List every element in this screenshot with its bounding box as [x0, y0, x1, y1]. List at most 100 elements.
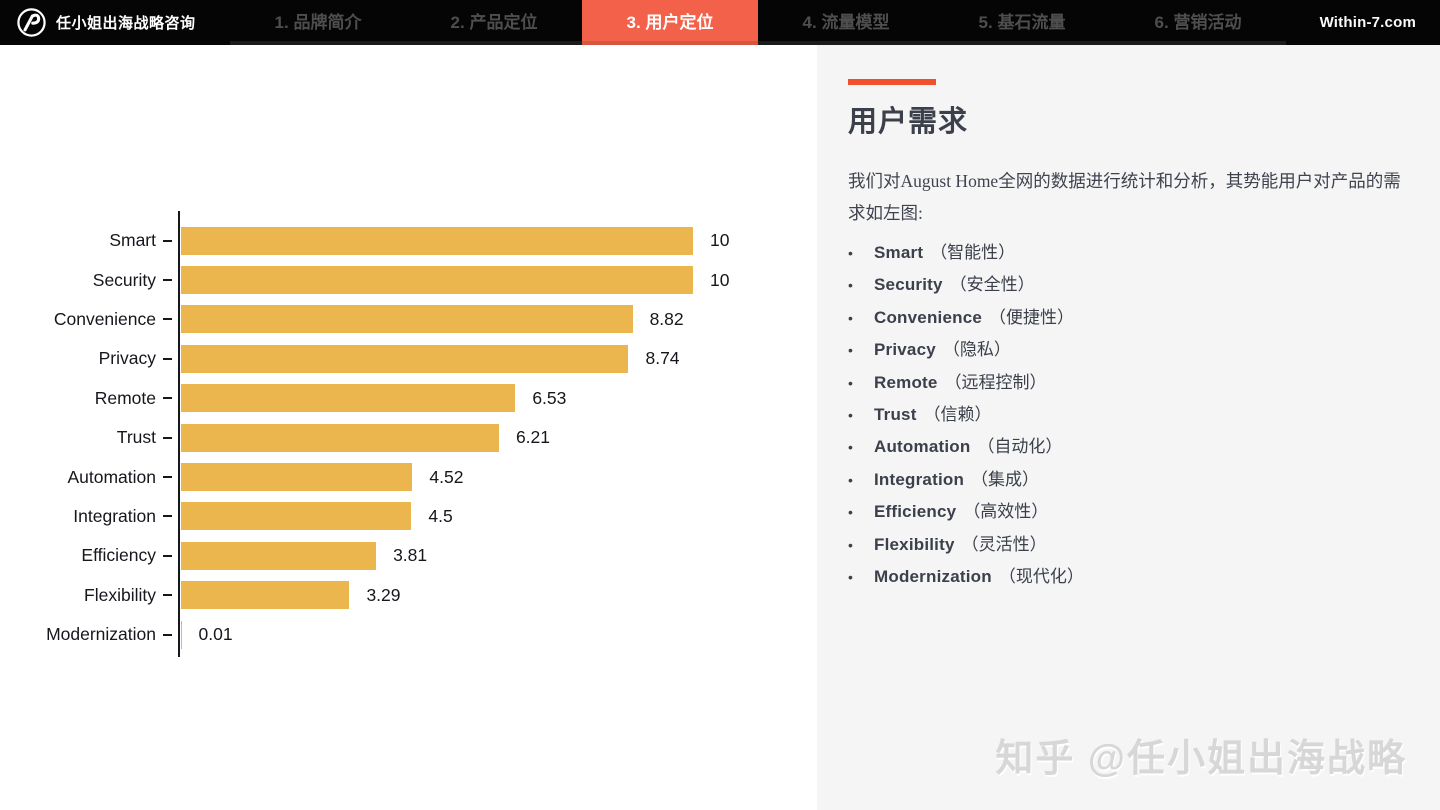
axis-tick	[163, 515, 172, 518]
need-term: Smart	[874, 243, 924, 262]
need-term: Trust	[874, 404, 917, 424]
axis-tick	[163, 318, 172, 321]
info-panel: 用户需求 我们对August Home全网的数据进行统计和分析，其势能用户对产品…	[817, 45, 1440, 810]
chart-bar	[181, 620, 182, 649]
axis-tick	[163, 554, 172, 557]
chart-category-label: Flexibility	[84, 584, 156, 605]
chart-y-axis	[178, 211, 180, 657]
chart-row: Efficiency 3.81	[0, 536, 817, 575]
chart-row: Remote 6.53	[0, 379, 817, 418]
chart-value-label: 3.29	[366, 584, 401, 605]
axis-tick	[163, 633, 172, 636]
bullet-icon: •	[848, 245, 853, 261]
chart-value-label: 8.82	[649, 308, 684, 329]
need-term: Efficiency	[874, 502, 957, 522]
chart-bar	[181, 305, 633, 334]
slide-body: Smart 10 Security 10 Convenience 8.82 Privacy 8…	[0, 45, 1440, 810]
bullet-icon: •	[848, 406, 853, 423]
panel-intro: 我们对August Home全网的数据进行统计和分析，其势能用户对产品的需求如左…	[848, 171, 1401, 223]
chart-category-label: Integration	[73, 505, 156, 526]
chart-category-label: Modernization	[46, 624, 156, 645]
axis-tick	[163, 239, 172, 242]
axis-tick	[163, 397, 172, 400]
axis-tick	[163, 279, 172, 282]
user-needs-bar-chart: Smart 10 Security 10 Convenience 8.82 Privacy 8…	[0, 211, 817, 657]
need-item: • Flexibility （灵活性）	[848, 530, 1416, 562]
need-annotation: （隐私）	[942, 340, 1011, 360]
need-term: Security	[874, 275, 943, 295]
chart-bar	[181, 384, 516, 413]
chart-value-label: 3.81	[393, 545, 428, 566]
bullet-icon: •	[848, 536, 853, 553]
chart-category-label: Convenience	[53, 308, 156, 329]
bullet-icon: •	[848, 309, 853, 326]
need-annotation: （安全性）	[949, 275, 1035, 295]
need-item: • Automation （自动化）	[848, 432, 1416, 464]
nav-tabs: 1. 品牌简介 2. 产品定位 3. 用户定位 4. 流量模型 5. 基石流量 6. 营销…	[230, 0, 1286, 45]
bullet-icon: •	[848, 568, 853, 585]
needs-list: • Smart （智能性） • Security （安全性） • Convenience （便捷…	[848, 238, 1416, 594]
need-annotation: （便捷性）	[989, 307, 1075, 327]
nav-tab-4[interactable]: 4. 流量模型	[802, 13, 890, 32]
chart-bar	[181, 541, 377, 570]
chart-bar	[181, 226, 693, 255]
need-term: Remote	[874, 372, 938, 392]
chart-row: Automation 4.52	[0, 457, 817, 496]
need-item: • Privacy （隐私）	[848, 335, 1416, 367]
chart-row: Convenience 8.82	[0, 300, 817, 339]
nav-tab-2[interactable]: 2. 产品定位	[450, 13, 538, 32]
nav-tab-3[interactable]: 3. 用户定位	[582, 0, 758, 45]
chart-category-label: Automation	[67, 466, 156, 487]
chart-bar	[181, 266, 693, 295]
chart-row: Security 10	[0, 260, 817, 299]
axis-tick	[163, 436, 172, 439]
need-annotation: （自动化）	[977, 437, 1063, 457]
need-item: • Efficiency （高效性）	[848, 497, 1416, 529]
need-term: Convenience	[874, 307, 983, 327]
chart-category-label: Privacy	[98, 348, 156, 369]
need-annotation: （集成）	[971, 469, 1040, 489]
top-navbar: 任小姐出海战略咨询 1. 品牌简介 2. 产品定位 3. 用户定位 4. 流量模型 5.…	[0, 0, 1440, 45]
chart-category-label: Security	[92, 269, 156, 290]
chart-value-label: 6.21	[515, 427, 550, 448]
need-annotation: （高效性）	[963, 502, 1049, 522]
need-item: • Trust （信赖）	[848, 400, 1416, 432]
chart-value-label: 4.52	[429, 466, 464, 487]
chart-row: Privacy 8.74	[0, 339, 817, 378]
bullet-icon: •	[848, 277, 853, 294]
chart-category-label: Smart	[109, 230, 156, 251]
chart-bar	[181, 423, 499, 452]
chart-bar	[181, 344, 629, 373]
need-item: • Remote （远程控制）	[848, 368, 1416, 400]
need-annotation: （现代化）	[998, 566, 1084, 586]
need-term: Automation	[874, 437, 971, 457]
bullet-icon: •	[848, 504, 853, 521]
accent-bar	[848, 79, 936, 85]
need-item: • Modernization （现代化）	[848, 562, 1416, 594]
chart-row: Integration 4.5	[0, 497, 817, 536]
nav-tab-6[interactable]: 6. 营销活动	[1154, 13, 1242, 32]
chart-bar	[181, 463, 413, 492]
need-item: • Smart （智能性）	[848, 238, 1416, 270]
chart-row: Flexibility 3.29	[0, 576, 817, 615]
need-annotation: （智能性）	[930, 243, 1016, 262]
chart-row: Modernization 0.01	[0, 615, 817, 654]
nav-tab-1[interactable]: 1. 品牌简介	[274, 13, 362, 32]
bullet-icon: •	[848, 439, 853, 456]
axis-tick	[163, 476, 172, 479]
brand: 任小姐出海战略咨询	[0, 7, 230, 38]
need-term: Integration	[874, 469, 965, 489]
chart-value-label: 10	[710, 269, 730, 290]
nav-tab-5[interactable]: 5. 基石流量	[978, 13, 1066, 32]
need-term: Modernization	[874, 566, 992, 586]
chart-row: Smart 10	[0, 221, 817, 260]
chart-category-label: Efficiency	[81, 545, 156, 566]
chart-category-label: Trust	[116, 427, 156, 448]
need-item: • Security （安全性）	[848, 270, 1416, 302]
need-annotation: （灵活性）	[961, 534, 1047, 554]
bullet-icon: •	[848, 374, 853, 391]
axis-tick	[163, 357, 172, 360]
brand-logo-icon	[16, 7, 47, 38]
need-annotation: （远程控制）	[944, 372, 1047, 392]
axis-tick	[163, 594, 172, 597]
